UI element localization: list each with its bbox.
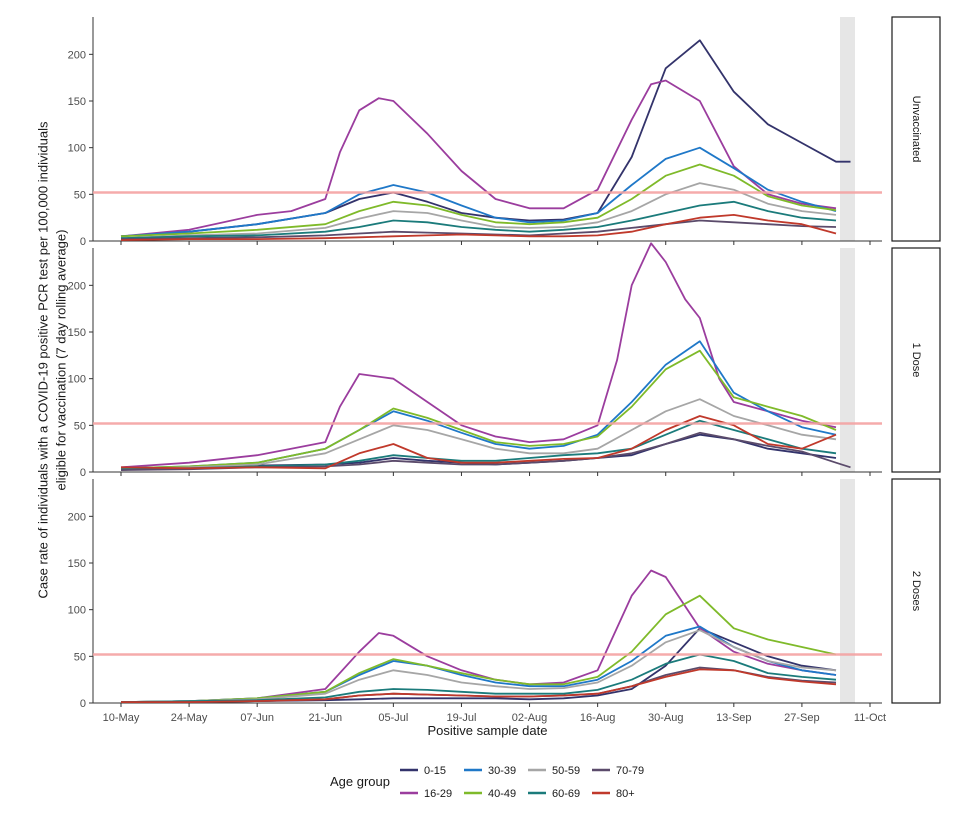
legend-label-70-79: 70-79 bbox=[616, 765, 644, 777]
y-tick-label: 50 bbox=[74, 651, 86, 663]
series-line-50-59 bbox=[120, 182, 837, 240]
facet-strip bbox=[891, 478, 941, 704]
legend-label-30-39: 30-39 bbox=[488, 765, 516, 777]
series-line-16-29 bbox=[120, 242, 837, 469]
y-tick-label: 200 bbox=[68, 49, 86, 61]
series-line-40-49 bbox=[120, 163, 837, 238]
y-tick-label: 50 bbox=[74, 420, 86, 432]
x-tick-label: 07-Jun bbox=[240, 712, 274, 724]
recent-data-shading bbox=[840, 17, 855, 241]
x-tick-label: 13-Sep bbox=[716, 712, 751, 724]
y-axis-title: Case rate of individuals with a COVID-19… bbox=[35, 121, 50, 598]
y-tick-label: 100 bbox=[68, 374, 86, 386]
series-line-30-39 bbox=[120, 625, 837, 703]
legend-title: Age group bbox=[330, 774, 390, 789]
series-line-40-49 bbox=[120, 594, 837, 703]
x-tick-label: 27-Sep bbox=[784, 712, 819, 724]
y-tick-label: 50 bbox=[74, 189, 86, 201]
series-line-60-69 bbox=[120, 419, 837, 471]
y-tick-label: 150 bbox=[68, 558, 86, 570]
series-line-30-39 bbox=[120, 146, 837, 238]
x-tick-label: 10-May bbox=[103, 712, 140, 724]
y-axis-title-line2: eligible for vaccination (7 day rolling … bbox=[53, 230, 68, 491]
recent-data-shading bbox=[840, 248, 855, 472]
series-line-40-49 bbox=[120, 349, 837, 470]
series-line-60-69 bbox=[120, 200, 837, 240]
y-tick-label: 100 bbox=[68, 605, 86, 617]
facet-strip bbox=[891, 247, 941, 473]
x-tick-label: 19-Jul bbox=[446, 712, 476, 724]
x-tick-label: 02-Aug bbox=[512, 712, 547, 724]
y-tick-label: 150 bbox=[68, 327, 86, 339]
legend-label-0-15: 0-15 bbox=[424, 765, 446, 777]
facet-strip-label: Unvaccinated bbox=[910, 96, 922, 163]
x-tick-label: 30-Aug bbox=[648, 712, 683, 724]
y-tick-label: 100 bbox=[68, 143, 86, 155]
series-line-16-29 bbox=[120, 569, 837, 703]
legend-label-50-59: 50-59 bbox=[552, 765, 580, 777]
legend-label-16-29: 16-29 bbox=[424, 788, 452, 800]
series-line-60-69 bbox=[120, 653, 837, 703]
legend-label-40-49: 40-49 bbox=[488, 788, 516, 800]
y-tick-label: 0 bbox=[80, 467, 86, 479]
y-tick-label: 0 bbox=[80, 698, 86, 710]
series-line-80+ bbox=[120, 415, 837, 470]
legend-label-60-69: 60-69 bbox=[552, 788, 580, 800]
facet-strip bbox=[891, 16, 941, 242]
x-tick-label: 16-Aug bbox=[580, 712, 615, 724]
x-axis-title: Positive sample date bbox=[428, 723, 548, 738]
facet-strip-label: 2 Doses bbox=[910, 571, 922, 612]
y-tick-label: 0 bbox=[80, 236, 86, 248]
y-tick-label: 150 bbox=[68, 96, 86, 108]
recent-data-shading bbox=[840, 479, 855, 703]
series-line-80+ bbox=[121, 668, 837, 703]
x-tick-label: 24-May bbox=[171, 712, 208, 724]
x-tick-label: 11-Oct bbox=[854, 712, 886, 724]
x-tick-label: 05-Jul bbox=[378, 712, 408, 724]
series-line-0-15 bbox=[121, 627, 837, 703]
x-tick-label: 21-Jun bbox=[308, 712, 342, 724]
series-line-0-15 bbox=[120, 39, 851, 238]
y-tick-label: 200 bbox=[68, 280, 86, 292]
series-line-16-29 bbox=[120, 79, 837, 238]
series-line-80+ bbox=[120, 213, 837, 241]
facet-strip-label: 1 Dose bbox=[910, 343, 922, 378]
series-line-30-39 bbox=[120, 340, 837, 470]
series-line-50-59 bbox=[120, 629, 837, 703]
series-line-50-59 bbox=[120, 398, 837, 471]
y-tick-label: 200 bbox=[68, 511, 86, 523]
legend-label-80+: 80+ bbox=[616, 788, 635, 800]
